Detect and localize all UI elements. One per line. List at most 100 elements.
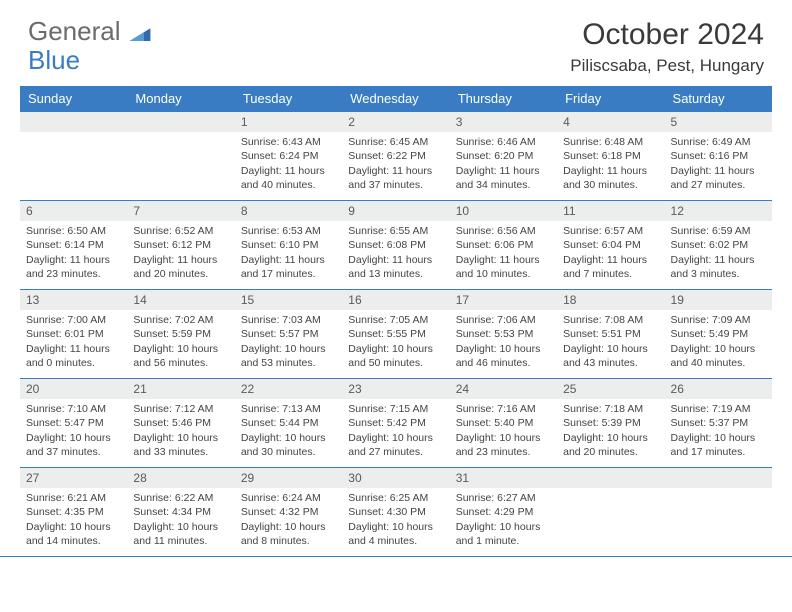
day-line: Sunrise: 6:52 AM — [133, 224, 228, 238]
day-line: and 30 minutes. — [241, 445, 336, 459]
day-line: Sunrise: 6:57 AM — [563, 224, 658, 238]
day-line: Daylight: 10 hours — [26, 520, 121, 534]
weekday-header: Saturday — [665, 86, 772, 111]
day-line: and 40 minutes. — [241, 178, 336, 192]
day-number: 27 — [20, 468, 127, 488]
day-number: . — [665, 468, 772, 488]
day-number: 2 — [342, 112, 449, 132]
calendar-grid: Sunday Monday Tuesday Wednesday Thursday… — [0, 86, 792, 557]
day-content — [20, 132, 127, 141]
month-title: October 2024 — [570, 18, 764, 52]
day-line: Daylight: 11 hours — [348, 253, 443, 267]
day-content: Sunrise: 6:43 AMSunset: 6:24 PMDaylight:… — [235, 132, 342, 198]
day-line: and 34 minutes. — [456, 178, 551, 192]
day-line: Daylight: 10 hours — [133, 431, 228, 445]
day-number: 28 — [127, 468, 234, 488]
day-content: Sunrise: 7:16 AMSunset: 5:40 PMDaylight:… — [450, 399, 557, 465]
day-content: Sunrise: 7:15 AMSunset: 5:42 PMDaylight:… — [342, 399, 449, 465]
day-number: 5 — [665, 112, 772, 132]
day-cell: 7Sunrise: 6:52 AMSunset: 6:12 PMDaylight… — [127, 201, 234, 289]
day-line: Sunset: 4:32 PM — [241, 505, 336, 519]
day-line: Sunrise: 6:27 AM — [456, 491, 551, 505]
day-line: Sunrise: 7:05 AM — [348, 313, 443, 327]
day-cell: 8Sunrise: 6:53 AMSunset: 6:10 PMDaylight… — [235, 201, 342, 289]
day-line: Daylight: 10 hours — [348, 431, 443, 445]
day-line: and 11 minutes. — [133, 534, 228, 548]
day-line: Daylight: 10 hours — [26, 431, 121, 445]
day-line: and 50 minutes. — [348, 356, 443, 370]
day-content — [665, 488, 772, 497]
day-line: and 17 minutes. — [671, 445, 766, 459]
day-content: Sunrise: 6:48 AMSunset: 6:18 PMDaylight:… — [557, 132, 664, 198]
day-line: Daylight: 11 hours — [241, 164, 336, 178]
day-line: Sunset: 6:08 PM — [348, 238, 443, 252]
weekday-header: Thursday — [450, 86, 557, 111]
day-line: Daylight: 10 hours — [241, 520, 336, 534]
day-line: Daylight: 10 hours — [133, 520, 228, 534]
day-content: Sunrise: 7:06 AMSunset: 5:53 PMDaylight:… — [450, 310, 557, 376]
day-line: Sunset: 5:51 PM — [563, 327, 658, 341]
day-line: Sunset: 5:53 PM — [456, 327, 551, 341]
day-number: 6 — [20, 201, 127, 221]
day-number: 22 — [235, 379, 342, 399]
logo: GeneralBlue — [28, 18, 152, 74]
day-line: Sunset: 4:34 PM — [133, 505, 228, 519]
day-line: Daylight: 10 hours — [348, 342, 443, 356]
day-number: 19 — [665, 290, 772, 310]
day-content: Sunrise: 7:13 AMSunset: 5:44 PMDaylight:… — [235, 399, 342, 465]
day-content: Sunrise: 7:00 AMSunset: 6:01 PMDaylight:… — [20, 310, 127, 376]
day-number: 18 — [557, 290, 664, 310]
day-cell: 11Sunrise: 6:57 AMSunset: 6:04 PMDayligh… — [557, 201, 664, 289]
day-line: Daylight: 11 hours — [348, 164, 443, 178]
day-line: Sunset: 6:04 PM — [563, 238, 658, 252]
day-line: and 30 minutes. — [563, 178, 658, 192]
day-number: 23 — [342, 379, 449, 399]
day-line: Daylight: 10 hours — [456, 431, 551, 445]
day-line: Sunset: 5:47 PM — [26, 416, 121, 430]
day-line: Sunset: 6:02 PM — [671, 238, 766, 252]
day-line: Sunrise: 7:02 AM — [133, 313, 228, 327]
day-line: Sunrise: 7:12 AM — [133, 402, 228, 416]
day-line: Sunrise: 6:49 AM — [671, 135, 766, 149]
day-line: Sunrise: 6:45 AM — [348, 135, 443, 149]
day-line: and 17 minutes. — [241, 267, 336, 281]
day-line: Sunset: 4:30 PM — [348, 505, 443, 519]
day-line: Sunrise: 7:09 AM — [671, 313, 766, 327]
day-cell: 24Sunrise: 7:16 AMSunset: 5:40 PMDayligh… — [450, 379, 557, 467]
day-line: Daylight: 11 hours — [671, 253, 766, 267]
day-line: Sunrise: 7:03 AM — [241, 313, 336, 327]
day-cell: 22Sunrise: 7:13 AMSunset: 5:44 PMDayligh… — [235, 379, 342, 467]
day-content: Sunrise: 7:10 AMSunset: 5:47 PMDaylight:… — [20, 399, 127, 465]
weekday-header: Friday — [557, 86, 664, 111]
day-content — [557, 488, 664, 497]
day-line: Sunset: 5:49 PM — [671, 327, 766, 341]
day-line: and 1 minute. — [456, 534, 551, 548]
day-number: 14 — [127, 290, 234, 310]
day-line: Daylight: 10 hours — [241, 431, 336, 445]
day-cell: 3Sunrise: 6:46 AMSunset: 6:20 PMDaylight… — [450, 112, 557, 200]
day-line: and 23 minutes. — [26, 267, 121, 281]
day-number: 26 — [665, 379, 772, 399]
day-cell: 2Sunrise: 6:45 AMSunset: 6:22 PMDaylight… — [342, 112, 449, 200]
day-content: Sunrise: 7:18 AMSunset: 5:39 PMDaylight:… — [557, 399, 664, 465]
day-line: Sunrise: 6:48 AM — [563, 135, 658, 149]
day-line: Sunrise: 6:55 AM — [348, 224, 443, 238]
day-cell: 23Sunrise: 7:15 AMSunset: 5:42 PMDayligh… — [342, 379, 449, 467]
day-cell: 21Sunrise: 7:12 AMSunset: 5:46 PMDayligh… — [127, 379, 234, 467]
day-line: and 10 minutes. — [456, 267, 551, 281]
day-content: Sunrise: 6:52 AMSunset: 6:12 PMDaylight:… — [127, 221, 234, 287]
day-line: Sunset: 6:24 PM — [241, 149, 336, 163]
day-cell: 28Sunrise: 6:22 AMSunset: 4:34 PMDayligh… — [127, 468, 234, 556]
day-line: Sunset: 6:20 PM — [456, 149, 551, 163]
week-row: 6Sunrise: 6:50 AMSunset: 6:14 PMDaylight… — [20, 200, 772, 289]
day-content: Sunrise: 7:19 AMSunset: 5:37 PMDaylight:… — [665, 399, 772, 465]
day-line: Daylight: 11 hours — [456, 164, 551, 178]
day-line: Sunset: 4:29 PM — [456, 505, 551, 519]
day-content — [127, 132, 234, 141]
day-number: 12 — [665, 201, 772, 221]
day-line: Sunrise: 6:59 AM — [671, 224, 766, 238]
day-number: . — [20, 112, 127, 132]
day-content: Sunrise: 6:24 AMSunset: 4:32 PMDaylight:… — [235, 488, 342, 554]
day-line: Daylight: 10 hours — [563, 342, 658, 356]
day-line: and 4 minutes. — [348, 534, 443, 548]
